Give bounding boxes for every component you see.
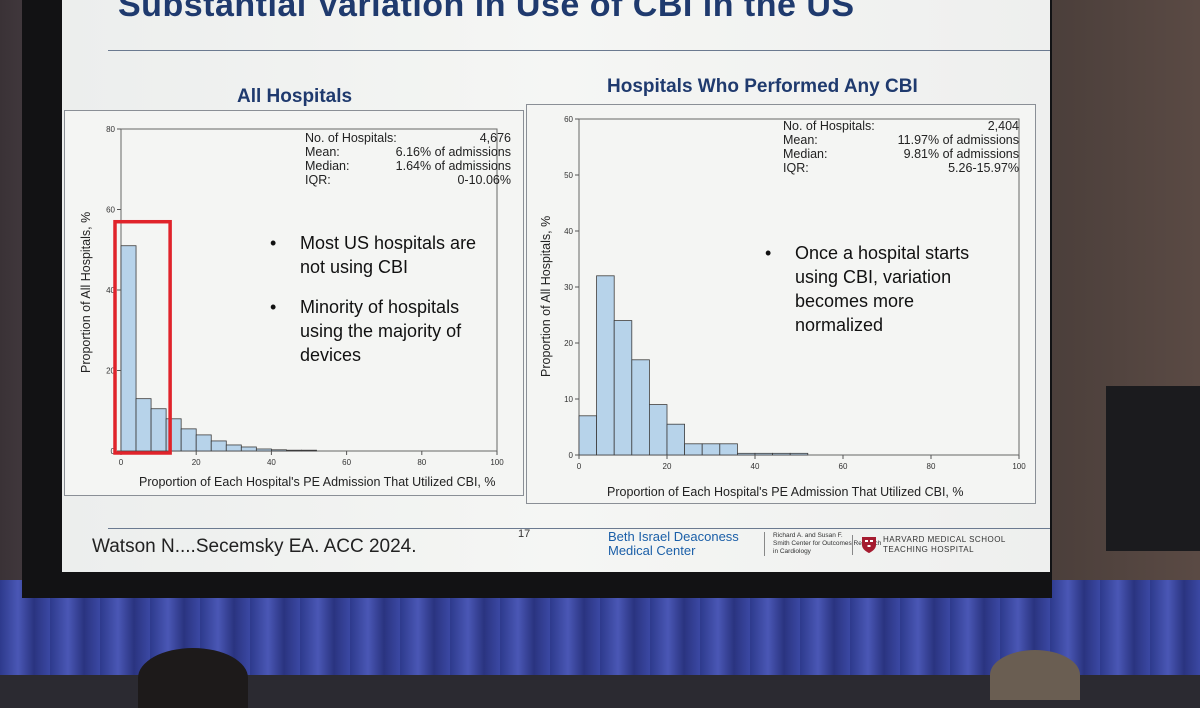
bidmc-logo-line1: Beth Israel Deaconess	[608, 529, 739, 544]
right-stat-iqr: IQR: 5.26-15.97%	[783, 161, 1019, 175]
right-ytick-label-4: 40	[564, 227, 573, 236]
right-bar-6	[684, 443, 703, 456]
left-bar-5	[195, 434, 212, 452]
audience-head	[138, 648, 248, 708]
slide-title: Substantial Variation in Use of CBI in t…	[118, 0, 855, 24]
title-divider	[108, 50, 1050, 51]
left-ytick-label-3: 60	[106, 206, 115, 215]
right-bar-3	[631, 359, 650, 456]
right-ytick-label-0: 0	[569, 451, 574, 460]
left-bar-12	[301, 449, 317, 452]
right-ytick-label-5: 50	[564, 171, 573, 180]
right-histogram: 0 10 20 30 40 50 60 0 20 40 60 80 100	[564, 115, 1026, 471]
right-bullet-1: Once a hospital starts using CBI, variat…	[765, 241, 995, 337]
right-bar-2	[613, 320, 633, 456]
audience-head-right	[990, 650, 1080, 700]
right-bar-5	[666, 423, 686, 456]
left-histogram: 0 20 40 60 80 0 20 40 60 80 100	[106, 125, 504, 467]
left-chart-frame: 0 20 40 60 80 0 20 40 60 80 100 No. of Hospitals: 4…	[64, 110, 524, 496]
left-xtick-label-5: 100	[490, 458, 504, 467]
right-bar-4	[649, 404, 668, 456]
left-highlight-box	[113, 219, 172, 455]
left-stat-median: Median: 1.64% of admissions	[305, 159, 511, 173]
smith-logo-line1: Richard A. and Susan F.	[773, 532, 843, 539]
left-stat-hospitals: No. of Hospitals: 4,676	[305, 131, 511, 145]
left-bullet-1: Most US hospitals are not using CBI	[270, 231, 500, 279]
left-ytick-label-4: 80	[106, 125, 115, 134]
left-ytick-label-0: 0	[111, 447, 116, 456]
left-x-axis-title: Proportion of Each Hospital's PE Admissi…	[139, 475, 496, 489]
room-wall-right	[1040, 0, 1200, 675]
left-bar-9	[255, 448, 272, 452]
speaker-cabinet	[1106, 386, 1200, 551]
harvard-shield-icon	[862, 537, 876, 553]
left-stat-iqr: IQR: 0-10.06%	[305, 173, 511, 187]
right-bar-8	[719, 443, 738, 456]
right-bar-1	[596, 275, 615, 456]
left-bar-7	[225, 444, 242, 452]
left-bar-4	[180, 428, 197, 452]
presentation-slide: Substantial Variation in Use of CBI in t…	[62, 0, 1050, 572]
right-bar-9	[736, 452, 756, 456]
left-xtick-label-3: 60	[342, 458, 351, 467]
left-ytick-label-2: 40	[106, 286, 115, 295]
left-xtick-label-1: 20	[192, 458, 201, 467]
footer-divider	[108, 528, 1050, 529]
left-stat-mean: Mean: 6.16% of admissions	[305, 145, 511, 159]
left-bullet-2: Minority of hospitals using the majority…	[270, 295, 500, 367]
right-stat-mean: Mean: 11.97% of admissions	[783, 133, 1019, 147]
harvard-logo: HARVARD MEDICAL SCHOOL TEACHING HOSPITAL	[852, 535, 1006, 555]
right-bullets: Once a hospital starts using CBI, variat…	[765, 241, 995, 353]
left-bar-0	[120, 245, 137, 452]
left-bar-8	[240, 446, 257, 452]
right-xtick-label-3: 60	[839, 462, 848, 471]
left-bar-2	[150, 408, 167, 452]
left-xtick-label-4: 80	[417, 458, 426, 467]
smith-logo-line3: in Cardiology	[773, 548, 811, 555]
right-stat-median: Median: 9.81% of admissions	[783, 147, 1019, 161]
left-bar-1	[135, 398, 152, 452]
bidmc-logo: Beth Israel Deaconess Medical Center	[608, 530, 739, 558]
citation-text: Watson N....Secemsky EA. ACC 2024.	[92, 536, 417, 557]
harvard-logo-line2: TEACHING HOSPITAL	[883, 545, 975, 554]
right-xtick-label-1: 20	[663, 462, 672, 471]
right-stats-block: No. of Hospitals: 2,404 Mean: 11.97% of ad…	[783, 119, 1019, 175]
left-stats-block: No. of Hospitals: 4,676 Mean: 6.16% of adm…	[305, 131, 511, 187]
smith-logo-line2: Smith Center for Outcomes Research	[773, 540, 882, 547]
left-panel-heading: All Hospitals	[237, 86, 353, 107]
right-y-axis-title: Proportion of All Hospitals, %	[539, 215, 553, 377]
smith-center-logo: Richard A. and Susan F. Smith Center for…	[764, 532, 881, 556]
right-bar-11	[772, 452, 791, 456]
right-ytick-label-2: 20	[564, 339, 573, 348]
right-bar-10	[754, 452, 774, 456]
left-bar-10	[270, 449, 287, 452]
right-ytick-label-3: 30	[564, 283, 573, 292]
right-panel-heading: Hospitals Who Performed Any CBI	[607, 76, 918, 97]
harvard-logo-line1: HARVARD MEDICAL SCHOOL	[883, 535, 1006, 544]
right-ytick-label-6: 60	[564, 115, 573, 124]
left-bar-11	[286, 449, 302, 452]
right-chart-frame: 0 10 20 30 40 50 60 0 20 40 60 80 100 No. of Hospita…	[526, 104, 1036, 504]
left-xtick-label-2: 40	[267, 458, 276, 467]
left-ytick-label-1: 20	[106, 367, 115, 376]
page-number: 17	[518, 528, 531, 540]
right-xtick-label-2: 40	[751, 462, 760, 471]
right-ytick-label-1: 10	[564, 395, 573, 404]
left-bullets: Most US hospitals are not using CBI Mino…	[270, 231, 500, 383]
left-xtick-label-0: 0	[119, 458, 124, 467]
right-xtick-label-4: 80	[927, 462, 936, 471]
left-bar-6	[210, 440, 227, 452]
right-bar-7	[701, 443, 721, 456]
right-bar-0	[578, 415, 598, 456]
right-stat-hospitals: No. of Hospitals: 2,404	[783, 119, 1019, 133]
bidmc-logo-line2: Medical Center	[608, 543, 696, 558]
right-x-axis-title: Proportion of Each Hospital's PE Admissi…	[607, 485, 964, 499]
right-bar-12	[789, 452, 809, 456]
right-xtick-label-0: 0	[577, 462, 582, 471]
right-xtick-label-5: 100	[1012, 462, 1026, 471]
left-y-axis-title: Proportion of All Hospitals, %	[79, 211, 93, 373]
